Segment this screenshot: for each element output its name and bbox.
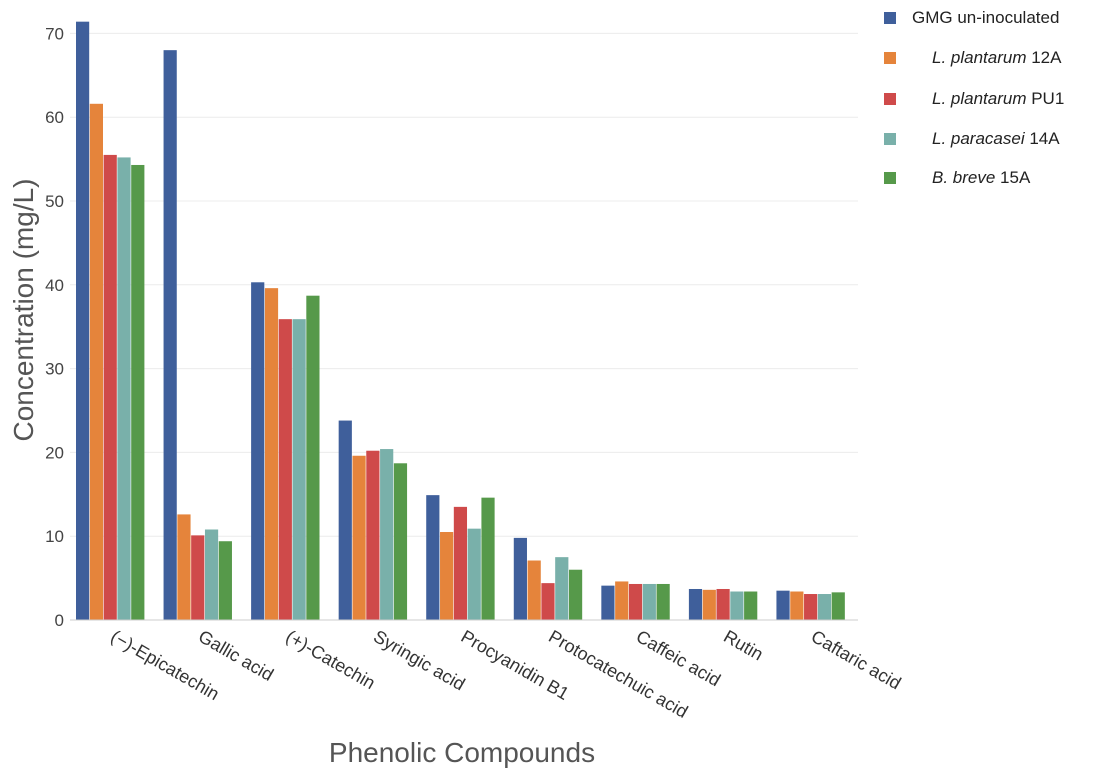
x-category-label: Caftaric acid: [808, 626, 905, 693]
legend-swatch: [884, 133, 896, 145]
bar: [513, 537, 527, 620]
legend-label-text: 15A: [995, 168, 1031, 187]
y-tick-label: 30: [45, 360, 64, 379]
legend-label-italic: B. breve: [932, 168, 996, 187]
bar: [568, 569, 583, 620]
bar: [702, 589, 716, 620]
y-tick-label: 60: [45, 108, 64, 127]
bar: [642, 583, 656, 620]
bar: [131, 164, 145, 620]
y-tick-label: 0: [55, 611, 64, 630]
bar: [481, 497, 495, 620]
bar: [601, 585, 615, 620]
bar: [380, 449, 394, 620]
legend-label-text: 14A: [1024, 129, 1060, 148]
bar: [393, 463, 408, 620]
bar: [366, 450, 380, 620]
bar: [716, 588, 730, 620]
bar: [218, 541, 232, 620]
legend-label: L. plantarum PU1: [932, 89, 1064, 109]
bar: [831, 592, 845, 620]
legend-swatch: [884, 52, 896, 64]
bar: [688, 588, 703, 620]
legend-label-italic: L. paracasei: [932, 129, 1025, 148]
bar: [426, 495, 440, 620]
legend-swatch: [884, 172, 896, 184]
bar: [204, 529, 219, 620]
y-tick-label: 50: [45, 192, 64, 211]
bar: [264, 288, 279, 620]
bar: [440, 532, 454, 620]
legend-label-italic: L. plantarum: [932, 48, 1027, 67]
bar: [467, 528, 481, 620]
legend-label: B. breve 15A: [932, 168, 1030, 188]
bar: [306, 295, 320, 620]
bar: [76, 21, 90, 621]
bar: [278, 319, 292, 620]
bar: [527, 560, 541, 620]
legend-label: L. plantarum 12A: [932, 48, 1061, 68]
bar: [730, 591, 744, 620]
bar: [117, 157, 131, 621]
legend-swatch: [884, 93, 896, 105]
bar: [191, 535, 205, 620]
legend-label-text: GMG un-inoculated: [912, 8, 1060, 27]
x-category-label: (+)-Catechin: [283, 626, 379, 693]
bar: [352, 455, 366, 620]
legend-label-italic: L. plantarum: [932, 89, 1027, 108]
legend-label-text: 12A: [1026, 48, 1062, 67]
bar: [817, 594, 832, 620]
legend-label-text: PU1: [1026, 89, 1065, 108]
bar: [89, 103, 103, 621]
legend-label: GMG un-inoculated: [912, 8, 1059, 28]
bar: [628, 583, 643, 620]
bar: [776, 590, 790, 620]
bar: [453, 506, 468, 620]
bar: [103, 154, 117, 620]
bar: [804, 594, 818, 620]
bar: [163, 50, 177, 621]
x-category-label: Rutin: [720, 626, 766, 664]
y-tick-label: 20: [45, 443, 64, 462]
bar: [615, 581, 629, 620]
x-category-label: Syringic acid: [370, 626, 468, 694]
bar: [555, 557, 569, 620]
legend-label: L. paracasei 14A: [932, 129, 1060, 149]
bar: [177, 514, 191, 620]
bar: [338, 420, 352, 620]
legend-swatch: [884, 12, 896, 24]
y-tick-label: 40: [45, 276, 64, 295]
bar: [292, 319, 306, 620]
x-axis-title: Phenolic Compounds: [329, 737, 595, 768]
y-axis-title: Concentration (mg/L): [8, 178, 39, 441]
y-tick-label: 70: [45, 24, 64, 43]
x-category-label: Gallic acid: [195, 626, 277, 685]
gridlines: [70, 32, 858, 537]
bar: [541, 583, 555, 620]
bar: [251, 282, 265, 620]
bars: [76, 21, 845, 621]
y-tick-label: 10: [45, 527, 64, 546]
bar: [744, 591, 758, 620]
bar: [790, 591, 804, 620]
bar: [656, 583, 670, 620]
y-axis-ticks: 0 10 20 30 40 50 60 70: [45, 24, 64, 630]
